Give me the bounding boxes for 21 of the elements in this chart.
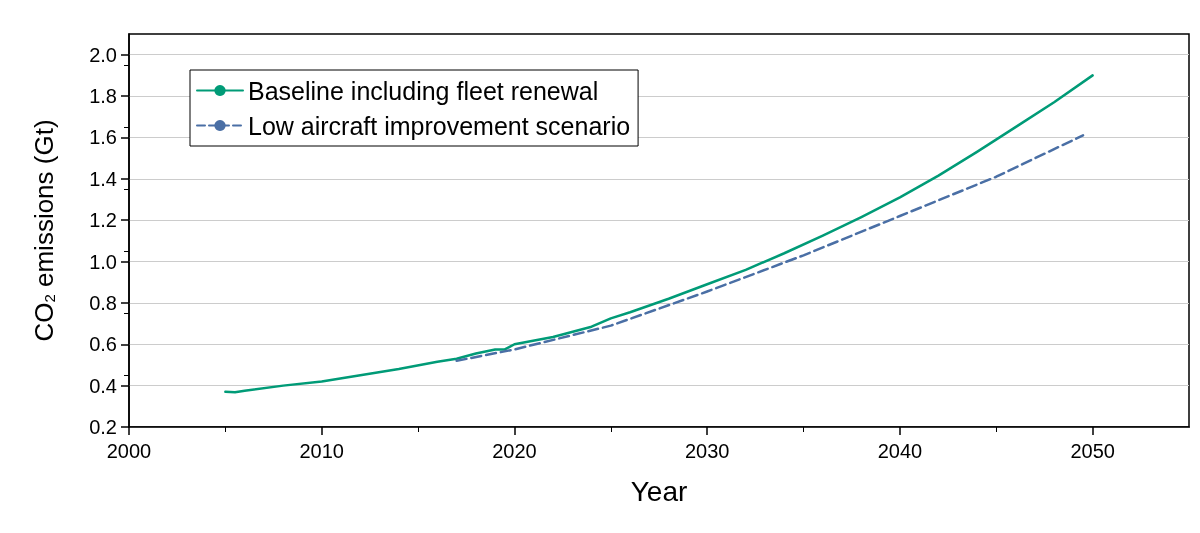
x-tick-label: 2030 (684, 440, 730, 462)
x-tick-label: 2000 (106, 440, 152, 462)
y-tick-label: 1.2 (89, 209, 117, 232)
x-axis-title: Year (630, 475, 688, 507)
y-tick-label: 0.8 (89, 291, 117, 314)
y-tick-label: 0.6 (89, 333, 117, 356)
line-series (224, 74, 1094, 394)
x-tick-label: 2040 (877, 440, 923, 462)
y-tick-label: 0.4 (89, 374, 117, 397)
x-tick-label: 2050 (1070, 440, 1115, 462)
legend-label: Baseline including fleet renewal (248, 76, 599, 105)
y-tick-label: 1.0 (89, 250, 117, 273)
y-tick-label: 1.8 (89, 85, 117, 108)
y-tick-label: 2.0 (89, 43, 117, 66)
legend-label: Low aircraft improvement scenario (248, 111, 631, 140)
y-axis-title: CO2 emissions (Gt) (28, 119, 59, 342)
x-tick-label: 2010 (299, 440, 344, 462)
x-tick-label: 2020 (492, 440, 537, 462)
y-tick-label: 1.4 (89, 167, 117, 190)
y-tick-label: 1.6 (89, 126, 117, 149)
y-tick-label: 0.2 (89, 416, 117, 438)
